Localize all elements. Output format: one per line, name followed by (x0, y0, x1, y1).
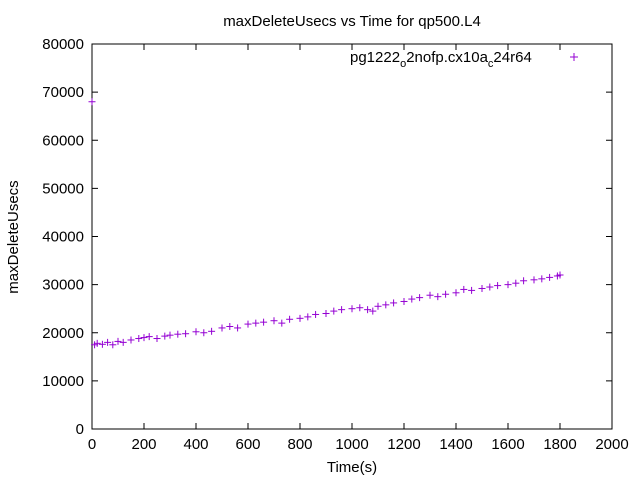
y-tick-label: 30000 (42, 277, 84, 294)
data-point (512, 279, 520, 287)
plot-frame (91, 43, 613, 430)
data-point (356, 304, 364, 312)
y-tick-label: 20000 (42, 325, 84, 342)
data-point (330, 307, 338, 315)
data-point (369, 307, 377, 315)
y-tick-label: 80000 (42, 36, 84, 53)
x-tick-label: 600 (235, 436, 260, 453)
data-point (400, 297, 408, 305)
data-point (153, 335, 161, 343)
legend-label-part-3: 24r64 (493, 49, 531, 66)
x-tick-label: 1800 (543, 436, 576, 453)
legend-label-sub-1: o (400, 58, 406, 70)
data-point (174, 330, 182, 338)
data-point (140, 334, 148, 342)
data-point (382, 301, 390, 309)
legend-label-part-2: 2nofp.cx10a (406, 49, 488, 66)
data-point (312, 310, 320, 318)
data-point (452, 289, 460, 297)
data-point (374, 302, 382, 310)
data-point (166, 331, 174, 339)
x-tick-label: 0 (88, 436, 96, 453)
legend: pg1222o2nofp.cx10ac24r64 (350, 49, 578, 70)
data-point (390, 299, 398, 307)
y-axis-label: maxDeleteUsecs (5, 180, 22, 293)
data-point (408, 295, 416, 303)
data-point (104, 338, 112, 346)
data-point (260, 318, 268, 326)
data-point (244, 320, 252, 328)
data-point (119, 338, 127, 346)
data-point (478, 284, 486, 292)
y-tick-label: 40000 (42, 229, 84, 246)
data-point (192, 328, 200, 336)
data-point (322, 310, 330, 317)
data-point (218, 324, 226, 332)
y-tick-label: 70000 (42, 84, 84, 101)
x-tick-label: 400 (183, 436, 208, 453)
data-point (286, 315, 294, 323)
data-point (504, 281, 512, 289)
data-point (88, 98, 96, 106)
data-point (442, 290, 450, 298)
data-point (348, 305, 356, 313)
data-point (145, 333, 153, 341)
data-point (364, 306, 372, 314)
data-point (416, 294, 424, 302)
data-point (538, 275, 546, 283)
x-axis-ticks: 0 200 400 600 800 1000 1200 1400 1600 1800 2000 (88, 44, 629, 453)
x-axis-label: Time(s) (327, 459, 377, 476)
data-point (278, 319, 286, 327)
data-points (88, 98, 564, 349)
x-tick-label: 1200 (387, 436, 420, 453)
data-point (109, 341, 117, 349)
data-point (93, 339, 101, 347)
data-point (486, 283, 494, 291)
legend-marker (570, 53, 578, 61)
data-point (434, 293, 442, 301)
data-point (304, 313, 312, 321)
data-point (161, 332, 169, 340)
y-axis-ticks: 0 10000 20000 30000 40000 50000 60000 70000 8000… (42, 36, 612, 438)
chart-title: maxDeleteUsecs vs Time for qp500.L4 (223, 13, 481, 30)
x-tick-label: 200 (131, 436, 156, 453)
legend-label: pg1222o2nofp.cx10ac24r64 (350, 49, 532, 70)
data-point (234, 324, 242, 332)
x-tick-label: 1400 (439, 436, 472, 453)
data-point (114, 337, 122, 345)
data-point (556, 271, 564, 279)
data-point (226, 322, 234, 330)
legend-label-sub-2: c (488, 58, 494, 70)
x-tick-label: 2000 (595, 436, 628, 453)
data-point (296, 314, 304, 322)
data-point (200, 329, 208, 337)
data-point (135, 335, 143, 343)
data-point (426, 291, 434, 299)
x-tick-label: 1000 (335, 436, 368, 453)
y-tick-label: 50000 (42, 180, 84, 197)
data-point (338, 306, 346, 314)
data-point (520, 277, 528, 285)
legend-label-part-1: pg1222 (350, 49, 400, 66)
y-tick-label: 10000 (42, 373, 84, 390)
y-tick-label: 0 (76, 421, 84, 438)
data-point (468, 286, 476, 294)
data-point (182, 330, 190, 338)
data-point (252, 319, 260, 327)
x-tick-label: 1600 (491, 436, 524, 453)
data-point (530, 276, 538, 284)
data-point (270, 317, 278, 325)
data-point (98, 340, 106, 348)
data-point (208, 327, 216, 335)
data-point (460, 285, 468, 293)
x-tick-label: 800 (287, 436, 312, 453)
data-point (127, 336, 135, 344)
data-point (546, 273, 554, 281)
data-point (494, 282, 502, 290)
y-tick-label: 60000 (42, 132, 84, 149)
